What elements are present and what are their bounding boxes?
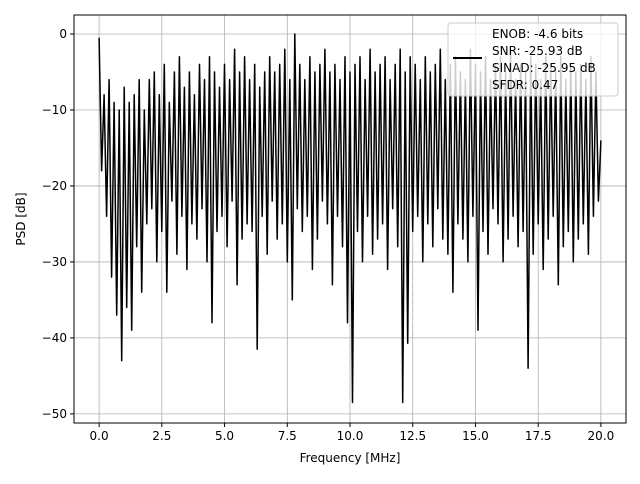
y-tick-label: −30	[42, 255, 67, 269]
x-axis-label: Frequency [MHz]	[300, 451, 401, 465]
series-layer	[98, 33, 602, 404]
x-tick-label: 5.0	[215, 429, 234, 443]
x-tick-label: 10.0	[337, 429, 364, 443]
legend-sfdr: SFDR: 0.47	[492, 78, 558, 92]
y-tick-label: 0	[59, 27, 67, 41]
x-tick-label: 7.5	[278, 429, 297, 443]
y-tick-label: −20	[42, 179, 67, 193]
x-tick-label: 15.0	[462, 429, 489, 443]
y-axis-label: PSD [dB]	[14, 192, 28, 245]
y-axis: 0 −10 −20 −30 −40 −50	[42, 27, 74, 421]
y-tick-label: −40	[42, 331, 67, 345]
x-tick-label: 2.5	[152, 429, 171, 443]
x-tick-label: 17.5	[525, 429, 552, 443]
legend: ENOB: -4.6 bits SNR: -25.93 dB SINAD: -2…	[447, 22, 619, 97]
series-line-psd	[98, 33, 602, 404]
legend-snr: SNR: -25.93 dB	[492, 44, 583, 58]
legend-box	[447, 22, 619, 97]
y-tick-label: −50	[42, 407, 67, 421]
legend-sinad: SINAD: -25.95 dB	[492, 61, 596, 75]
y-tick-label: −10	[42, 103, 67, 117]
x-axis: 0.0 2.5 5.0 7.5 10.0 12.5 15.0 17.5 20.0	[90, 423, 615, 443]
legend-enob: ENOB: -4.6 bits	[492, 27, 583, 41]
x-tick-label: 12.5	[399, 429, 426, 443]
x-tick-label: 0.0	[90, 429, 109, 443]
x-tick-label: 20.0	[588, 429, 615, 443]
